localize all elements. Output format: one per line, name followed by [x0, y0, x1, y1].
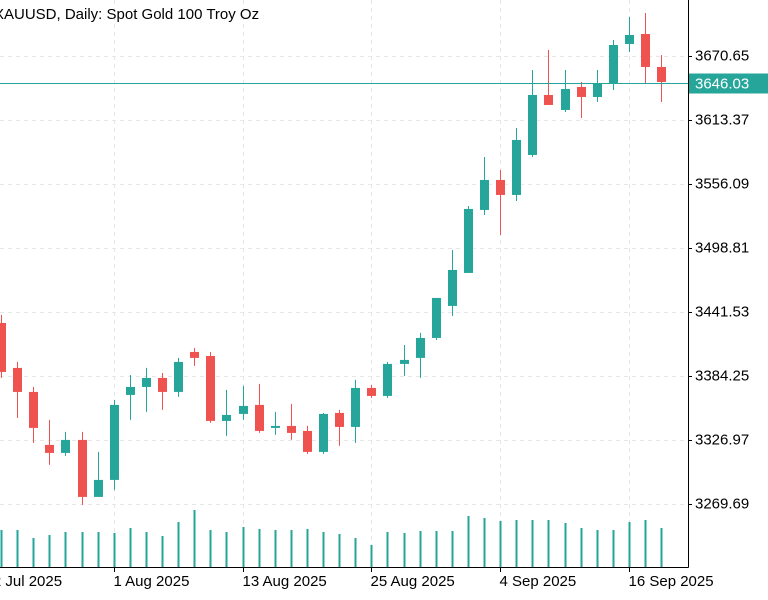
candle-body	[287, 425, 296, 433]
candle-body	[593, 83, 602, 97]
candle-body	[78, 439, 87, 497]
candle-body	[94, 479, 103, 497]
candle-body	[303, 430, 312, 452]
y-tick-label: 3670.65	[695, 47, 749, 64]
candle-body	[367, 387, 376, 396]
x-tick-label: 22 Jul 2025	[0, 573, 62, 590]
candle-body	[383, 363, 392, 396]
candle-body	[625, 34, 634, 44]
candle-body	[335, 412, 344, 427]
candle-body	[271, 425, 280, 428]
candle-body	[319, 413, 328, 452]
candle-body	[480, 179, 489, 210]
candle-body	[239, 405, 248, 414]
candle-body	[45, 444, 54, 453]
candle-body	[255, 404, 264, 431]
candle-body	[222, 414, 231, 421]
candle-body	[174, 361, 183, 392]
candle-body	[609, 44, 618, 84]
x-tick-label: 1 Aug 2025	[114, 573, 190, 590]
y-tick-label: 3556.09	[695, 175, 749, 192]
last-price-box	[689, 73, 768, 94]
candle-body	[544, 94, 553, 105]
x-tick-label: 4 Sep 2025	[500, 573, 577, 590]
candle-body	[432, 297, 441, 338]
candle-body	[528, 94, 537, 155]
last-price-label: 3646.03	[695, 75, 749, 92]
candle-body	[561, 88, 570, 110]
y-tick-label: 3498.81	[695, 239, 749, 256]
volume-layer	[0, 510, 663, 567]
x-tick-label: 25 Aug 2025	[371, 573, 455, 590]
candle-body	[126, 386, 135, 395]
candle-body	[0, 322, 6, 372]
candle-body	[13, 367, 22, 392]
candle-body	[657, 66, 666, 82]
candle-body	[110, 404, 119, 480]
candle-body	[61, 439, 70, 453]
y-tick-label: 3269.69	[695, 495, 749, 512]
y-tick-label: 3326.97	[695, 431, 749, 448]
x-tick-label: 16 Sep 2025	[629, 573, 714, 590]
candle-body	[400, 359, 409, 364]
candle-body	[142, 377, 151, 387]
grid-layer	[0, 0, 688, 567]
candle-body	[464, 208, 473, 273]
y-tick-label: 3613.37	[695, 111, 749, 128]
candle-layer	[0, 12, 688, 505]
candle-body	[641, 33, 650, 67]
candle-body	[190, 351, 199, 358]
candle-body	[29, 391, 38, 428]
candle-body	[496, 179, 505, 195]
candle-body	[351, 387, 360, 427]
chart-title: XAUUSD, Daily: Spot Gold 100 Troy Oz	[0, 6, 259, 23]
candle-body	[512, 139, 521, 195]
candle-body	[577, 86, 586, 97]
candle-body	[448, 269, 457, 306]
x-tick-label: 13 Aug 2025	[243, 573, 327, 590]
candle-body	[158, 377, 167, 392]
y-tick-label: 3441.53	[695, 303, 749, 320]
candle-body	[416, 337, 425, 358]
candle-body	[206, 355, 215, 421]
y-tick-label: 3384.25	[695, 367, 749, 384]
